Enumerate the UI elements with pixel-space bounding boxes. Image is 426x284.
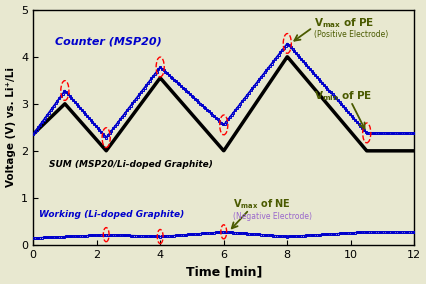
Text: (Positive Electrode): (Positive Electrode) <box>314 30 388 39</box>
Y-axis label: Voltage (V) vs. Li⁺/Li: Voltage (V) vs. Li⁺/Li <box>6 67 15 187</box>
Text: (Negative Electrode): (Negative Electrode) <box>233 212 311 221</box>
Text: Working (Li-doped Graphite): Working (Li-doped Graphite) <box>39 210 184 219</box>
X-axis label: Time [min]: Time [min] <box>185 266 261 278</box>
Text: $\bf{V}$$_{\bf{max}}$ $\bf{of\ PE}$: $\bf{V}$$_{\bf{max}}$ $\bf{of\ PE}$ <box>314 16 374 30</box>
Text: $\bf{V}$$_{\bf{min}}$ $\bf{of\ PE}$: $\bf{V}$$_{\bf{min}}$ $\bf{of\ PE}$ <box>314 89 372 103</box>
Text: $\bf{V}$$_{\bf{max}}$ $\bf{of\ NE}$: $\bf{V}$$_{\bf{max}}$ $\bf{of\ NE}$ <box>233 197 290 211</box>
Text: SUM (MSP20/Li-doped Graphite): SUM (MSP20/Li-doped Graphite) <box>49 160 212 169</box>
Text: Counter (MSP20): Counter (MSP20) <box>55 37 162 47</box>
